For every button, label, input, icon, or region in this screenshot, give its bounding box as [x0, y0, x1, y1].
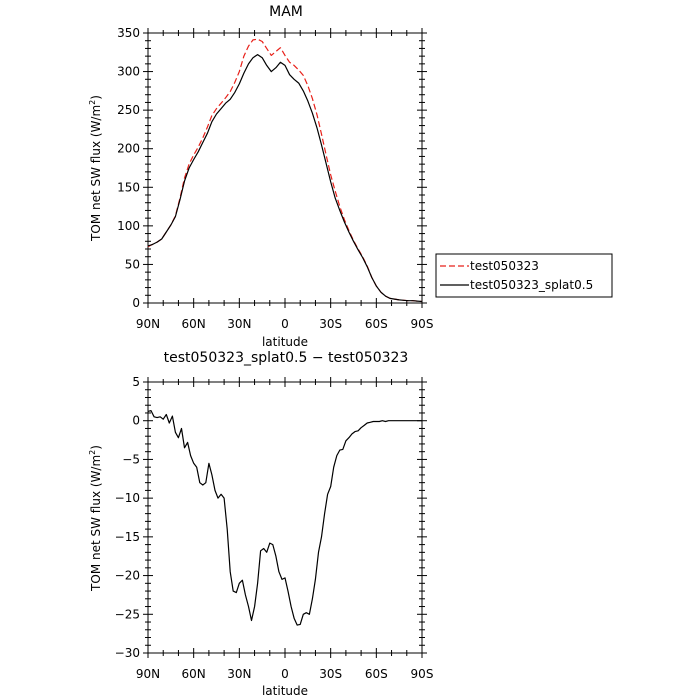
x-tick-label: 0 — [281, 667, 289, 681]
y-tick-label: 0 — [132, 296, 140, 310]
y-tick-label: 250 — [117, 103, 140, 117]
y-tick-label: −15 — [115, 530, 140, 544]
bottom-axis-ticks — [143, 377, 427, 658]
bottom-series-lines — [147, 410, 422, 626]
series-line-test050323_splat0.5 — [147, 53, 423, 303]
x-tick-label: 90S — [411, 317, 434, 331]
x-tick-label: 60N — [182, 667, 206, 681]
x-tick-label: 30N — [227, 667, 251, 681]
y-tick-label: −5 — [122, 452, 140, 466]
bottom-panel: test050323_splat0.5 − test050323 −30−25−… — [88, 350, 433, 698]
legend-box — [435, 253, 613, 298]
x-tick-label: 90S — [411, 667, 434, 681]
top-y-axis-label: TOM net SW flux (W/m2) — [88, 95, 103, 242]
legend: test050323 test050323_splat0.5 — [435, 253, 613, 298]
bottom-y-tick-labels: −30 −25 −20 −15 −10 −5 0 5 — [115, 375, 140, 660]
x-tick-label: 30S — [319, 317, 342, 331]
bottom-x-axis-label: latitude — [262, 684, 308, 698]
x-tick-label: 60N — [182, 317, 206, 331]
y-tick-label: 150 — [117, 180, 140, 194]
series-line-difference — [147, 410, 422, 626]
top-x-tick-labels: 90N 60N 30N 0 30S 60S 90S — [136, 317, 434, 331]
top-chart-title: MAM — [269, 4, 303, 20]
bottom-plot-frame — [147, 381, 423, 654]
bottom-x-tick-labels: 90N 60N 30N 0 30S 60S 90S — [136, 667, 434, 681]
y-tick-label: 0 — [132, 414, 140, 428]
x-tick-label: 60S — [365, 667, 388, 681]
x-tick-label: 60S — [365, 317, 388, 331]
y-tick-label: 200 — [117, 142, 140, 156]
x-tick-label: 90N — [136, 317, 160, 331]
top-axis-ticks — [143, 28, 427, 308]
y-tick-label: 300 — [117, 65, 140, 79]
series-line-test050323 — [147, 38, 423, 303]
x-tick-label: 30S — [319, 667, 342, 681]
y-tick-label: 5 — [132, 375, 140, 389]
y-tick-label: 350 — [117, 26, 140, 40]
y-tick-label: −20 — [115, 569, 140, 583]
top-x-axis-label: latitude — [262, 335, 308, 349]
y-tick-label: 100 — [117, 219, 140, 233]
legend-label-test050323: test050323 — [470, 259, 539, 273]
bottom-chart-title: test050323_splat0.5 − test050323 — [164, 350, 409, 366]
legend-label-test050323-splat0.5: test050323_splat0.5 — [470, 278, 593, 292]
y-tick-label: −25 — [115, 607, 140, 621]
y-tick-label: 50 — [125, 257, 140, 271]
x-tick-label: 0 — [281, 317, 289, 331]
top-panel: MAM 0 50 100 150 200 250 300 350 90N 60N 30N 0 30S 6… — [88, 4, 613, 349]
x-tick-label: 90N — [136, 667, 160, 681]
top-series-lines — [147, 38, 423, 303]
top-y-tick-labels: 0 50 100 150 200 250 300 350 — [117, 26, 140, 310]
y-tick-label: −30 — [115, 646, 140, 660]
bottom-y-axis-label: TOM net SW flux (W/m2) — [88, 445, 103, 592]
y-tick-label: −10 — [115, 491, 140, 505]
x-tick-label: 30N — [227, 317, 251, 331]
